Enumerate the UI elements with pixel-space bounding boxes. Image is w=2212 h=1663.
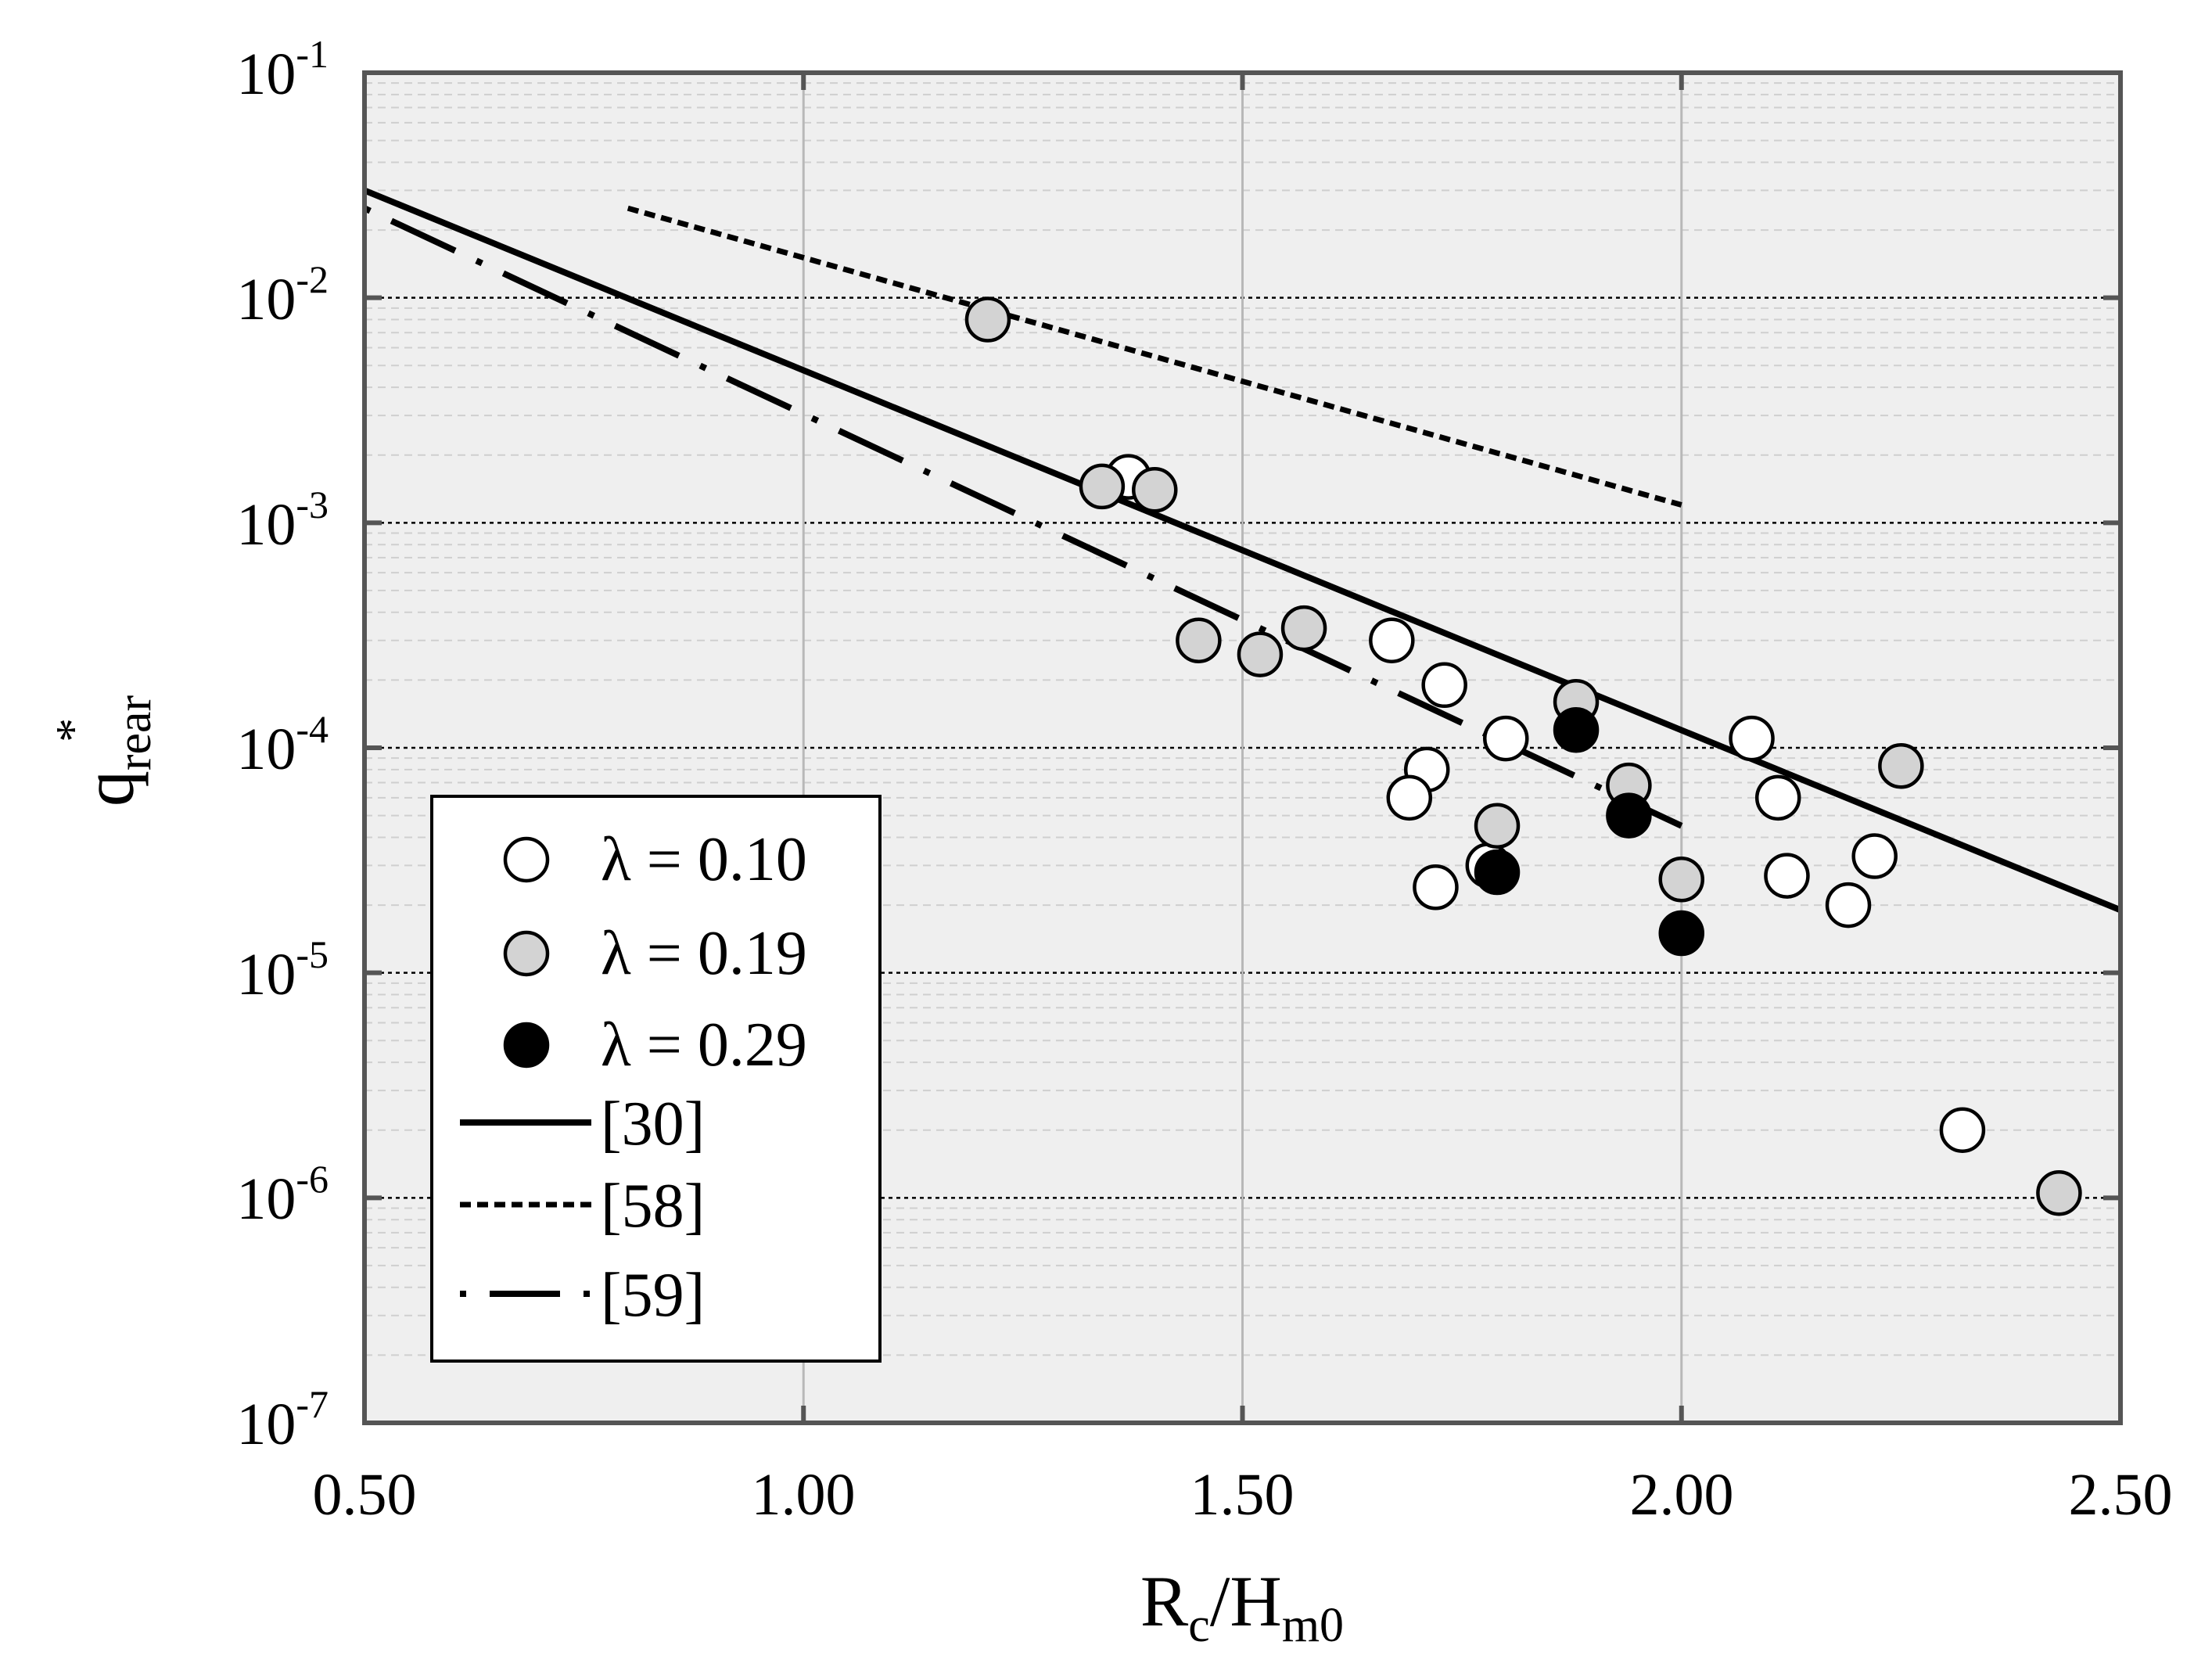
y-tick-label: 10-3 <box>236 483 329 558</box>
legend-marker-lambda-029 <box>503 1022 550 1069</box>
data-point <box>1369 617 1415 663</box>
data-point <box>1176 617 1222 663</box>
data-point <box>1658 857 1704 903</box>
legend-label: [59] <box>601 1261 705 1330</box>
data-point <box>1939 1107 1986 1153</box>
y-tick-label: 10-2 <box>236 257 329 332</box>
legend-marker-lambda-010 <box>503 836 550 883</box>
y-tick-labels: 10-7 10-6 10-5 10-4 10-3 10-2 10-1 <box>236 32 329 1457</box>
y-tick-label: 10-4 <box>236 707 329 782</box>
fit-lines <box>363 187 2122 914</box>
data-point <box>1386 774 1433 821</box>
y-tick-label: 10-1 <box>236 32 329 107</box>
data-points <box>964 296 2082 1216</box>
x-tick-label: 0.50 <box>313 1462 417 1528</box>
data-point <box>1878 743 1924 789</box>
legend-label: λ = 0.10 <box>601 825 807 894</box>
data-point <box>1754 774 1801 821</box>
y-tick-label: 10-5 <box>236 932 329 1007</box>
data-point <box>1280 605 1327 652</box>
legend-label: [58] <box>601 1172 705 1241</box>
data-point <box>964 296 1011 343</box>
data-point <box>1553 706 1600 753</box>
data-point <box>1413 864 1459 911</box>
legend-label: λ = 0.19 <box>601 919 807 988</box>
x-tick-label: 1.50 <box>1190 1462 1295 1528</box>
data-point <box>1237 631 1284 677</box>
fit-line <box>363 187 2122 914</box>
data-point <box>1825 882 1872 928</box>
data-point <box>1474 803 1521 849</box>
y-axis-title: qrear* <box>47 695 161 806</box>
y-tick-label: 10-7 <box>236 1382 329 1457</box>
data-point <box>1764 853 1810 899</box>
fit-line <box>363 205 1683 829</box>
x-tick-labels: 0.50 1.00 1.50 2.00 2.50 <box>313 1462 2173 1528</box>
axis-ticks <box>362 70 2123 1425</box>
x-tick-label: 2.50 <box>2069 1462 2173 1528</box>
legend: λ = 0.10 λ = 0.19 λ = 0.29 [30] [58] [59… <box>430 795 882 1363</box>
legend-marker-lambda-019 <box>503 930 550 977</box>
legend-label: λ = 0.29 <box>601 1011 807 1079</box>
fit-line <box>627 205 1682 508</box>
legend-box <box>430 795 882 1363</box>
data-point <box>1851 833 1898 879</box>
legend-label: [30] <box>601 1090 705 1158</box>
y-tick-label: 10-6 <box>236 1157 329 1232</box>
x-axis-title: Rc/Hm0 <box>1140 1561 1344 1652</box>
data-point <box>1658 910 1704 957</box>
data-point <box>1606 792 1652 839</box>
data-point <box>1483 715 1529 762</box>
data-point <box>1079 463 1126 510</box>
x-tick-label: 1.00 <box>752 1462 856 1528</box>
data-point <box>1729 715 1775 762</box>
x-tick-label: 2.00 <box>1630 1462 1734 1528</box>
data-point <box>2036 1169 2082 1216</box>
data-point <box>1132 467 1178 513</box>
data-point <box>1421 662 1467 709</box>
data-point <box>1474 849 1521 896</box>
